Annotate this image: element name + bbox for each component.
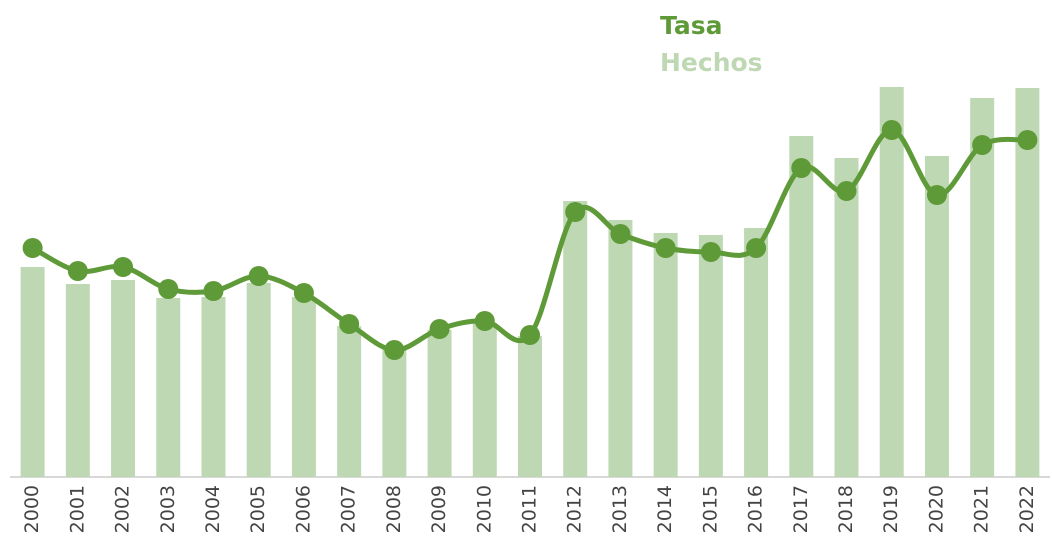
bar bbox=[653, 233, 678, 477]
point bbox=[881, 120, 902, 140]
point bbox=[700, 242, 721, 262]
bar bbox=[834, 158, 859, 477]
x-tick-label: 2006 bbox=[292, 485, 314, 533]
bar bbox=[518, 336, 542, 477]
point bbox=[565, 202, 586, 222]
x-tick-label: 2013 bbox=[609, 485, 631, 533]
bar bbox=[201, 297, 226, 477]
point bbox=[791, 158, 812, 178]
x-tick-label: 2015 bbox=[699, 485, 721, 533]
legend-entry: Hechos bbox=[660, 48, 763, 77]
point bbox=[746, 238, 767, 258]
bar bbox=[20, 267, 45, 477]
point bbox=[22, 238, 43, 258]
point bbox=[113, 257, 134, 277]
bar bbox=[337, 326, 362, 477]
x-tick-label: 2004 bbox=[202, 485, 224, 533]
x-tick-label: 2010 bbox=[473, 485, 495, 533]
x-tick-label: 2017 bbox=[790, 485, 812, 533]
point bbox=[972, 135, 993, 155]
x-tick-label: 2012 bbox=[564, 485, 586, 533]
bar bbox=[111, 280, 136, 477]
point bbox=[655, 238, 676, 258]
x-tick-label: 2005 bbox=[247, 485, 269, 533]
x-tick-label: 2007 bbox=[338, 485, 360, 533]
x-tick-label: 2022 bbox=[1016, 485, 1038, 533]
x-tick-label: 2011 bbox=[519, 485, 541, 533]
bar bbox=[608, 220, 633, 477]
bar bbox=[744, 228, 769, 477]
point bbox=[520, 325, 540, 345]
point bbox=[610, 224, 631, 244]
bar bbox=[427, 330, 452, 477]
x-tick-label: 2003 bbox=[157, 485, 179, 533]
point bbox=[474, 311, 495, 331]
x-tick-label: 2019 bbox=[880, 485, 902, 533]
point bbox=[836, 181, 857, 201]
point bbox=[67, 261, 88, 281]
point bbox=[429, 319, 450, 339]
x-tick-label: 2020 bbox=[925, 485, 947, 533]
bar bbox=[698, 235, 723, 477]
x-tick-label: 2001 bbox=[66, 485, 88, 533]
point bbox=[926, 185, 947, 205]
bar bbox=[291, 297, 316, 477]
bar bbox=[156, 298, 181, 477]
point bbox=[339, 314, 360, 334]
bar bbox=[563, 201, 588, 477]
point bbox=[384, 340, 405, 360]
legend-entry: Tasa bbox=[660, 11, 722, 40]
bar bbox=[472, 323, 497, 477]
bar bbox=[924, 156, 949, 477]
line bbox=[31, 127, 1028, 353]
x-tick-label: 2008 bbox=[383, 485, 405, 533]
bar bbox=[789, 136, 814, 477]
point bbox=[293, 283, 314, 303]
bar bbox=[1015, 88, 1040, 477]
bar bbox=[879, 87, 904, 477]
bar bbox=[246, 283, 271, 477]
x-tick-label: 2016 bbox=[745, 485, 767, 533]
point bbox=[203, 281, 224, 301]
x-tick-label: 2014 bbox=[654, 485, 676, 533]
bar bbox=[65, 284, 90, 477]
x-tick-label: 2002 bbox=[112, 485, 134, 533]
x-tick-label: 2000 bbox=[21, 485, 43, 533]
point bbox=[1017, 130, 1038, 150]
x-tick-label: 2018 bbox=[835, 485, 857, 533]
point bbox=[248, 266, 269, 286]
x-tick-label: 2009 bbox=[428, 485, 450, 533]
point bbox=[158, 279, 179, 299]
x-tick-label: 2021 bbox=[971, 485, 993, 533]
bar bbox=[970, 98, 995, 477]
bar bbox=[382, 350, 407, 477]
